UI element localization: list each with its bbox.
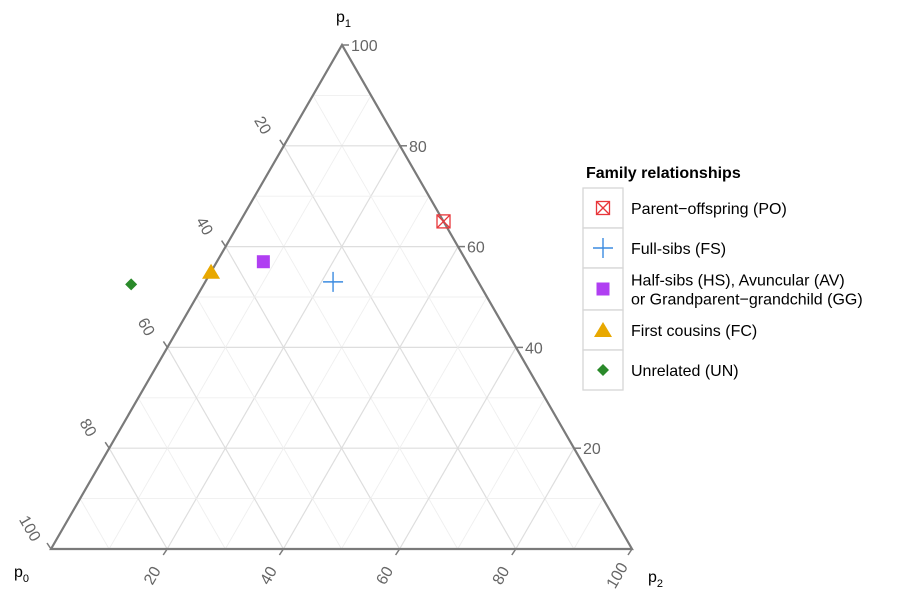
grid-line: [166, 347, 284, 550]
tick-label-p2: 40: [257, 564, 281, 588]
tick-label-p1: 80: [409, 139, 427, 156]
tick-mark-p2: [278, 548, 285, 556]
legend-item-un: Unrelated (UN): [582, 349, 739, 391]
legend-key-marker: [596, 282, 610, 296]
tick-mark-p0: [220, 240, 227, 248]
tick-label-p1: 40: [525, 340, 543, 357]
legend-label: Full-sibs (FS): [631, 241, 726, 258]
tick-label-p2: 20: [141, 564, 165, 588]
grid-line: [399, 347, 517, 550]
legend-key-marker: [597, 364, 609, 376]
vertex-labels: p1 p0 p2: [14, 9, 663, 590]
grid: [79, 94, 604, 550]
legend-label: First cousins (FC): [631, 323, 757, 340]
tick-label-p0: 60: [134, 315, 158, 339]
tick-label-p1: 100: [351, 38, 378, 55]
grid-line: [254, 195, 459, 550]
tick-mark-p2: [162, 548, 168, 556]
legend-item-fc: First cousins (FC): [582, 309, 757, 351]
point-fs: [323, 271, 344, 292]
tick-label-p2: 80: [490, 564, 514, 588]
tick-label-p0: 80: [76, 416, 100, 440]
tick-mark-p0: [279, 139, 285, 147]
point-hs: [256, 255, 270, 269]
legend-key-marker: [595, 200, 611, 216]
grid-line: [108, 95, 372, 550]
grid-line: [108, 447, 168, 550]
data-points: [125, 214, 451, 292]
vertex-label-p2: p2: [648, 569, 663, 590]
legend-label: Parent−offspring (PO): [631, 201, 787, 218]
tick-mark-p0: [104, 441, 110, 449]
legend-item-fs: Full-sibs (FS): [582, 227, 726, 269]
tick-mark-p2: [394, 548, 401, 556]
grid-line: [457, 397, 546, 550]
triangle-frame: [49, 42, 634, 551]
legend-item-hs: Half-sibs (HS), Avuncular (AV) or Grandpa…: [582, 267, 863, 311]
vertex-label-p1: p1: [336, 9, 351, 30]
tick-label-p1: 20: [583, 441, 601, 458]
legend: Family relationships Parent−offspring (P…: [582, 165, 863, 391]
legend-label: Half-sibs (HS), Avuncular (AV) or Grandpa…: [631, 273, 863, 309]
tick-mark-p0: [46, 542, 52, 550]
point-fc: [202, 263, 221, 279]
point-po: [436, 214, 451, 229]
point-un: [125, 278, 138, 291]
tick-mark-p2: [511, 548, 517, 556]
legend-key-marker: [593, 238, 613, 258]
grid-line: [515, 447, 575, 550]
tick-label-p2: 100: [604, 560, 632, 591]
tick-mark-p0: [162, 340, 169, 348]
tick-label-p1: 60: [467, 240, 485, 257]
grid-line: [573, 498, 604, 550]
grid-line: [224, 195, 430, 550]
tick-label-p2: 60: [374, 564, 398, 588]
triangle-border: [49, 42, 634, 551]
grid-line: [341, 296, 488, 550]
legend-title: Family relationships: [586, 165, 741, 182]
grid-line: [196, 296, 342, 550]
tick-label-p0: 20: [250, 114, 274, 138]
grid-line: [79, 498, 110, 550]
tick-label-p0: 100: [15, 513, 43, 545]
legend-key-marker: [594, 322, 612, 337]
tick-mark-p2: [627, 548, 633, 556]
tick-label-p0: 40: [192, 215, 216, 239]
grid-line: [137, 397, 226, 550]
grid-line: [312, 95, 575, 550]
vertex-label-p0: p0: [14, 564, 29, 585]
legend-label: Unrelated (UN): [631, 363, 739, 380]
legend-item-po: Parent−offspring (PO): [582, 187, 787, 229]
